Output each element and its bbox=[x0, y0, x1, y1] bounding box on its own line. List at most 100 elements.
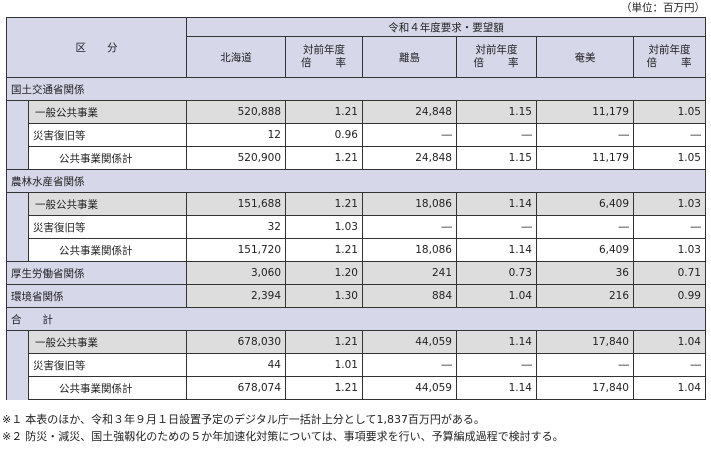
row-label: 一般公共事業 bbox=[28, 330, 187, 354]
row-label: 災害復旧等 bbox=[28, 123, 187, 147]
ministry-row: 厚生労働省関係 3,060 1.20 241 0.73 36 0.71 bbox=[6, 261, 706, 285]
table-body: 国土交通省関係 一般公共事業 520,888 1.21 24,848 1.15 11,179… bbox=[6, 77, 706, 400]
table-row: 一般公共事業 520,888 1.21 24,848 1.15 11,179 1.05 bbox=[6, 100, 706, 124]
region-header-amami: 奄美 bbox=[536, 36, 634, 78]
cell-amami: 11,179 bbox=[536, 100, 634, 124]
cell-hokkaido: 44 bbox=[186, 353, 286, 377]
cell-hokkaido: 678,030 bbox=[186, 330, 286, 354]
row-label: 一般公共事業 bbox=[28, 100, 187, 124]
cell-ritou: 44,059 bbox=[362, 376, 457, 400]
region-header-ritou: 離島 bbox=[362, 36, 457, 78]
row-indent bbox=[6, 123, 29, 147]
row-indent bbox=[6, 238, 29, 262]
cell-ritou-ratio: ― bbox=[456, 123, 537, 147]
cell-hokkaido: 12 bbox=[186, 123, 286, 147]
request-group-header: 令和４年度要求・要望額 bbox=[186, 17, 706, 37]
section-row: 合 計 bbox=[6, 307, 706, 331]
cell-hokkaido-ratio: 0.96 bbox=[285, 123, 363, 147]
ratio-header-hokkaido: 対前年度倍 率 bbox=[285, 36, 363, 78]
table-row: 災害復旧等 12 0.96 ― ― ― ― bbox=[6, 123, 706, 147]
ministry-row: 環境省関係 2,394 1.30 884 1.04 216 0.99 bbox=[6, 284, 706, 308]
cell-ritou-ratio: 0.73 bbox=[456, 261, 537, 285]
cell-hokkaido: 151,720 bbox=[186, 238, 286, 262]
ratio-header-amami: 対前年度倍 率 bbox=[633, 36, 706, 78]
category-header: 区 分 bbox=[6, 17, 187, 78]
cell-hokkaido: 32 bbox=[186, 215, 286, 239]
cell-amami: ― bbox=[536, 215, 634, 239]
cell-ritou-ratio: ― bbox=[456, 215, 537, 239]
cell-amami: 6,409 bbox=[536, 238, 634, 262]
cell-amami: ― bbox=[536, 123, 634, 147]
row-label: 公共事業関係計 bbox=[28, 376, 187, 400]
table-row: 災害復旧等 32 1.03 ― ― ― ― bbox=[6, 215, 706, 239]
table-row: 一般公共事業 151,688 1.21 18,086 1.14 6,409 1.03 bbox=[6, 192, 706, 216]
cell-amami-ratio: 0.99 bbox=[633, 284, 706, 308]
cell-amami: ― bbox=[536, 353, 634, 377]
row-indent bbox=[6, 100, 29, 124]
cell-ritou-ratio: 1.14 bbox=[456, 330, 537, 354]
cell-ritou: ― bbox=[362, 123, 457, 147]
cell-hokkaido-ratio: 1.21 bbox=[285, 376, 363, 400]
section-label: 農林水産省関係 bbox=[6, 169, 706, 193]
footnote-2: ※２ 防災・減災、国土強靱化のための５か年加速化対策については、事項要求を行い、… bbox=[2, 429, 707, 446]
ratio-header-line2: 倍 率 bbox=[473, 57, 520, 69]
row-label: 厚生労働省関係 bbox=[6, 261, 187, 285]
row-indent bbox=[6, 146, 29, 170]
row-label: 環境省関係 bbox=[6, 284, 187, 308]
cell-amami: 6,409 bbox=[536, 192, 634, 216]
row-label: 公共事業関係計 bbox=[28, 238, 187, 262]
cell-hokkaido-ratio: 1.03 bbox=[285, 215, 363, 239]
cell-hokkaido-ratio: 1.21 bbox=[285, 192, 363, 216]
row-label: 災害復旧等 bbox=[28, 353, 187, 377]
cell-amami-ratio: 0.71 bbox=[633, 261, 706, 285]
cell-ritou-ratio: 1.14 bbox=[456, 192, 537, 216]
subtotal-row: 公共事業関係計 151,720 1.21 18,086 1.14 6,409 1.03 bbox=[6, 238, 706, 262]
cell-ritou: ― bbox=[362, 215, 457, 239]
cell-amami-ratio: 1.03 bbox=[633, 238, 706, 262]
footnote-text: 防災・減災、国土強靱化のための５か年加速化対策については、事項要求を行い、予算編… bbox=[25, 429, 564, 443]
ratio-header-ritou: 対前年度倍 率 bbox=[456, 36, 537, 78]
row-label: 一般公共事業 bbox=[28, 192, 187, 216]
cell-hokkaido-ratio: 1.21 bbox=[285, 330, 363, 354]
cell-ritou-ratio: 1.15 bbox=[456, 100, 537, 124]
cell-ritou: 18,086 bbox=[362, 192, 457, 216]
row-indent bbox=[6, 330, 29, 354]
section-row: 農林水産省関係 bbox=[6, 169, 706, 193]
cell-hokkaido: 678,074 bbox=[186, 376, 286, 400]
cell-ritou-ratio: 1.15 bbox=[456, 146, 537, 170]
cell-ritou-ratio: ― bbox=[456, 353, 537, 377]
cell-hokkaido: 2,394 bbox=[186, 284, 286, 308]
ratio-header-line1: 対前年度 bbox=[648, 44, 691, 56]
ratio-header-line1: 対前年度 bbox=[303, 44, 345, 56]
unit-label: （単位：百万円） bbox=[621, 2, 705, 14]
cell-hokkaido-ratio: 1.01 bbox=[285, 353, 363, 377]
footnote-marker: ※１ bbox=[2, 413, 23, 426]
cell-hokkaido-ratio: 1.21 bbox=[285, 146, 363, 170]
cell-amami-ratio: ― bbox=[633, 215, 706, 239]
cell-amami: 11,179 bbox=[536, 146, 634, 170]
subtotal-row: 公共事業関係計 520,900 1.21 24,848 1.15 11,179 1.05 bbox=[6, 146, 706, 170]
row-indent bbox=[6, 192, 29, 216]
cell-hokkaido: 520,900 bbox=[186, 146, 286, 170]
row-indent bbox=[6, 353, 29, 377]
cell-amami-ratio: 1.05 bbox=[633, 146, 706, 170]
row-label: 公共事業関係計 bbox=[28, 146, 187, 170]
row-label: 災害復旧等 bbox=[28, 215, 187, 239]
cell-ritou: 241 bbox=[362, 261, 457, 285]
cell-amami-ratio: 1.05 bbox=[633, 100, 706, 124]
cell-ritou-ratio: 1.14 bbox=[456, 238, 537, 262]
cell-hokkaido: 3,060 bbox=[186, 261, 286, 285]
cell-amami: 17,840 bbox=[536, 330, 634, 354]
cell-amami: 36 bbox=[536, 261, 634, 285]
cell-amami-ratio: 1.04 bbox=[633, 330, 706, 354]
ratio-header-line2: 倍 率 bbox=[301, 57, 347, 69]
ratio-header-line1: 対前年度 bbox=[475, 44, 518, 56]
cell-amami: 216 bbox=[536, 284, 634, 308]
cell-hokkaido-ratio: 1.21 bbox=[285, 238, 363, 262]
cell-hokkaido-ratio: 1.21 bbox=[285, 100, 363, 124]
section-label: 合 計 bbox=[6, 307, 706, 331]
cell-ritou: 884 bbox=[362, 284, 457, 308]
cell-ritou-ratio: 1.04 bbox=[456, 284, 537, 308]
cell-ritou: ― bbox=[362, 353, 457, 377]
table-header: 区 分 令和４年度要求・要望額 北海道 対前年度倍 率 離島 対前年度倍 率 奄… bbox=[6, 17, 706, 78]
